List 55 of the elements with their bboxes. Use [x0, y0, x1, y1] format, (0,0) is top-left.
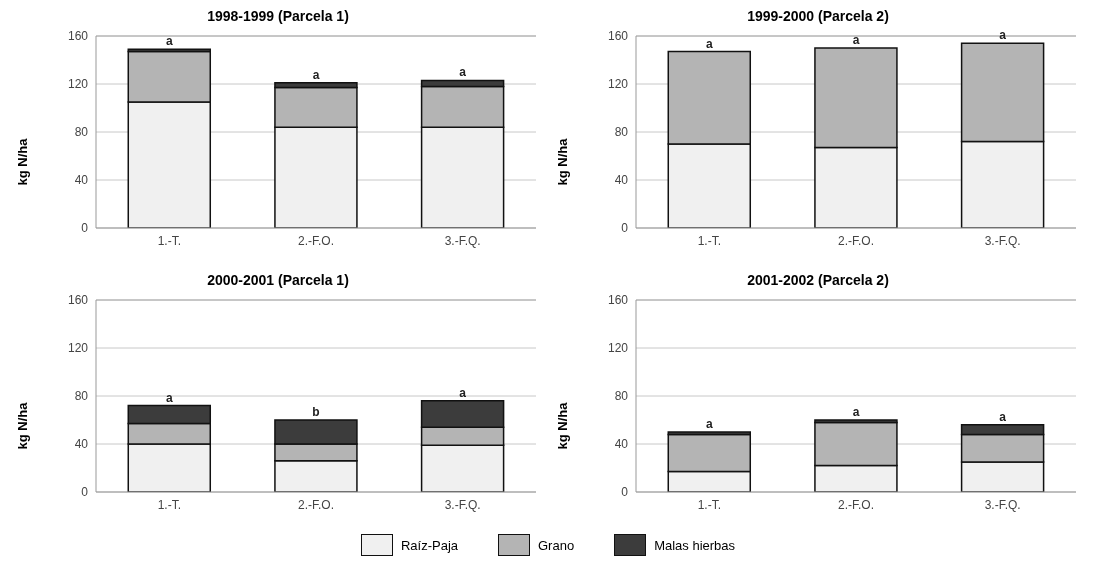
x-tick-label: 1.-T. — [697, 233, 722, 248]
x-tick-label: 1.-T. — [697, 497, 722, 512]
chart-title: 2001-2002 (Parcela 2) — [746, 272, 890, 290]
annotation: a — [459, 385, 467, 400]
y-axis-title: kg N/ha — [14, 137, 30, 186]
y-tick-label: 120 — [67, 341, 89, 356]
y-tick-label: 160 — [67, 293, 89, 308]
y-tick-label: 40 — [74, 437, 89, 452]
annotation: a — [999, 28, 1007, 43]
y-axis-title: kg N/ha — [554, 401, 570, 450]
x-tick-label: 3.-F.Q. — [984, 233, 1021, 248]
x-tick-label: 3.-F.Q. — [984, 497, 1021, 512]
y-tick-label: 120 — [607, 341, 629, 356]
annotation: a — [852, 405, 860, 419]
x-tick-label: 2.-F.O. — [297, 233, 335, 248]
y-axis-title: kg N/ha — [554, 137, 570, 186]
y-tick-label: 120 — [607, 77, 629, 92]
y-tick-label: 160 — [607, 293, 629, 308]
x-tick-label: 1.-T. — [157, 497, 182, 512]
y-tick-label: 80 — [74, 389, 89, 404]
annotation: a — [312, 67, 320, 82]
annotation: a — [165, 34, 173, 49]
annotation: b — [312, 405, 320, 419]
chart-title: 1999-2000 (Parcela 2) — [746, 8, 890, 26]
x-tick-label: 3.-F.Q. — [444, 497, 481, 512]
annotation: a — [705, 36, 713, 51]
x-tick-label: 2.-F.O. — [837, 233, 875, 248]
chart-title: 1998-1999 (Parcela 1) — [206, 8, 350, 26]
legend-label: Grano — [538, 537, 575, 553]
y-tick-label: 120 — [67, 77, 89, 92]
annotation: a — [165, 390, 173, 405]
y-tick-label: 40 — [614, 437, 629, 452]
y-tick-label: 40 — [74, 173, 89, 188]
chart-title: 2000-2001 (Parcela 1) — [206, 272, 350, 290]
y-axis-title: kg N/ha — [14, 401, 30, 450]
annotation: a — [999, 409, 1007, 424]
legend-label: Malas hierbas — [654, 537, 736, 553]
y-tick-label: 80 — [614, 389, 629, 404]
y-tick-label: 160 — [607, 29, 629, 44]
legend-label: Raíz-Paja — [400, 537, 458, 553]
x-tick-label: 1.-T. — [157, 233, 182, 248]
y-tick-label: 80 — [74, 125, 89, 140]
x-tick-label: 2.-F.O. — [297, 497, 335, 512]
annotation: a — [705, 417, 713, 431]
y-tick-label: 160 — [67, 29, 89, 44]
y-tick-label: 0 — [621, 485, 629, 500]
x-tick-label: 2.-F.O. — [837, 497, 875, 512]
y-tick-label: 0 — [81, 485, 89, 500]
annotation: a — [459, 65, 467, 80]
y-tick-label: 80 — [614, 125, 629, 140]
y-tick-label: 0 — [621, 221, 629, 236]
y-tick-label: 40 — [614, 173, 629, 188]
y-tick-label: 0 — [81, 221, 89, 236]
annotation: a — [852, 33, 860, 47]
x-tick-label: 3.-F.Q. — [444, 233, 481, 248]
